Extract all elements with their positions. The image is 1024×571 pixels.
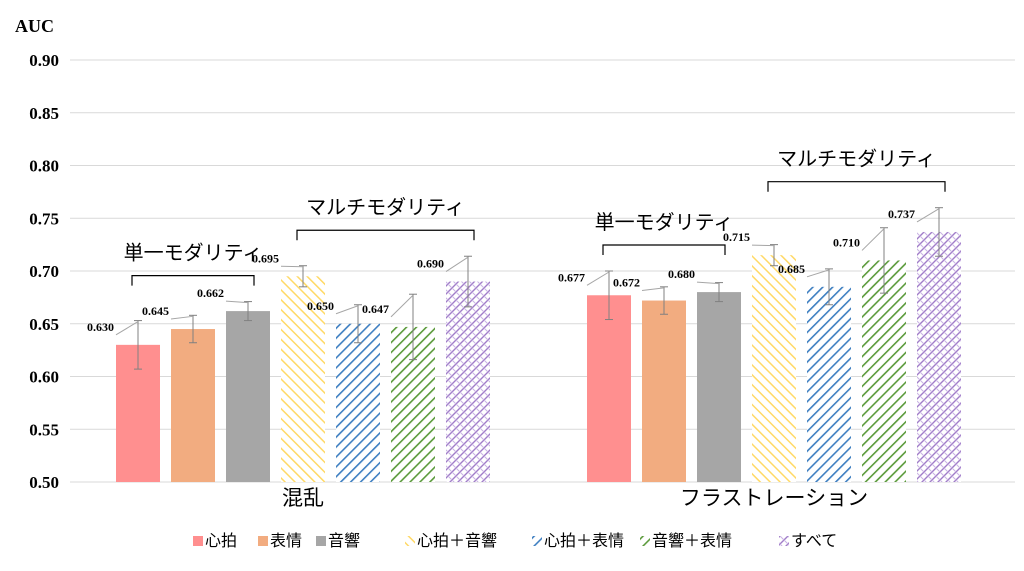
legend: 心拍 表情 音響 心拍＋音響 心拍＋表情 音響＋表情 すべて — [193, 531, 837, 550]
legend-label: 音響 — [328, 531, 360, 550]
data-label: 0.647 — [362, 302, 389, 316]
data-label: 0.630 — [87, 320, 114, 334]
annotation-bracket — [131, 274, 255, 286]
y-tick-label: 0.75 — [29, 209, 59, 228]
annotation-label: 単一モダリティ — [124, 241, 263, 265]
data-label: 0.645 — [142, 304, 169, 318]
annotation-label: 単一モダリティ — [595, 210, 734, 234]
y-tick-label: 0.90 — [29, 51, 59, 70]
label-leader — [445, 256, 469, 272]
data-label: 0.690 — [417, 257, 444, 271]
legend-label: 表情 — [270, 531, 302, 550]
y-axis-label: AUC — [15, 16, 54, 36]
y-tick-label: 0.60 — [29, 368, 59, 387]
data-label: 0.715 — [723, 230, 750, 244]
label-leader — [641, 287, 665, 292]
label-leader — [861, 228, 885, 251]
label-leader — [696, 281, 720, 285]
legend-swatch — [779, 536, 789, 546]
category-label: 混乱 — [282, 486, 324, 510]
legend-label: 心拍＋音響 — [417, 531, 497, 550]
y-tick-label: 0.70 — [29, 262, 59, 281]
bar — [587, 295, 631, 482]
legend-swatch — [316, 536, 326, 546]
legend-swatch — [532, 536, 542, 546]
y-tick-label: 0.65 — [29, 315, 59, 334]
bar — [226, 311, 270, 482]
legend-swatch — [640, 536, 650, 546]
category-labels: 混乱 フラストレーション — [282, 486, 868, 510]
y-tick-label: 0.55 — [29, 420, 59, 439]
y-axis: AUC 0.50 0.55 0.60 0.65 0.70 0.75 0.80 0.85 0.90 — [15, 16, 59, 492]
bars — [116, 231, 961, 482]
data-labels: 0.630 0.677 0.645 0.672 0.662 0.680 0.695 0.715… — [87, 207, 940, 336]
bar — [281, 276, 325, 482]
bar — [862, 260, 906, 482]
legend-label: 心拍 — [205, 531, 237, 550]
data-label: 0.680 — [668, 267, 695, 281]
data-label: 0.677 — [558, 270, 585, 284]
y-tick-label: 0.80 — [29, 157, 59, 176]
data-label: 0.662 — [197, 286, 224, 300]
bar — [446, 281, 490, 482]
annotation-label: マルチモダリティ — [306, 195, 465, 219]
annotation-label: マルチモダリティ — [777, 147, 936, 171]
annotation-bracket — [602, 244, 726, 255]
bar — [752, 255, 796, 482]
data-label: 0.650 — [307, 299, 334, 313]
bar — [697, 292, 741, 482]
legend-swatch — [258, 536, 268, 546]
bar — [642, 300, 686, 482]
category-label: フラストレーション — [680, 486, 868, 510]
label-leader — [335, 305, 359, 315]
y-tick-label: 0.85 — [29, 104, 59, 123]
legend-label: 心拍＋表情 — [544, 531, 624, 550]
bar — [807, 286, 851, 482]
bar — [917, 231, 961, 482]
label-leader — [390, 294, 414, 318]
annotation-bracket — [296, 229, 475, 241]
label-leader — [225, 300, 249, 304]
label-leader — [916, 208, 940, 223]
annotation-bracket — [767, 181, 946, 192]
legend-swatch — [405, 536, 415, 546]
legend-label: 音響＋表情 — [652, 531, 732, 550]
data-label: 0.685 — [778, 262, 805, 276]
label-leader — [806, 269, 830, 278]
y-tick-label: 0.50 — [29, 473, 59, 492]
data-label: 0.710 — [833, 235, 860, 249]
error-bars — [134, 207, 943, 370]
bar — [171, 329, 215, 482]
data-label: 0.737 — [888, 207, 915, 221]
legend-swatch — [193, 536, 203, 546]
legend-label: すべて — [791, 531, 837, 550]
data-label: 0.695 — [252, 251, 279, 265]
label-leader — [586, 271, 610, 286]
bar — [336, 323, 380, 482]
label-leader — [115, 321, 139, 336]
data-label: 0.672 — [613, 276, 640, 290]
label-leader — [170, 315, 194, 320]
